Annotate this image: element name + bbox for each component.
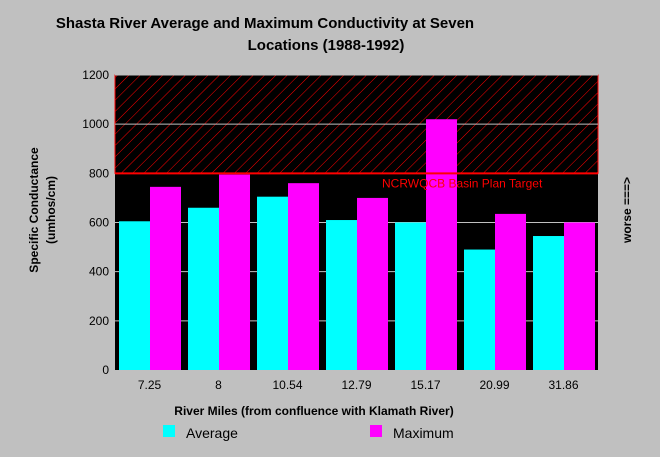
y-tick-label: 400 [89,265,109,279]
y-tick-label: 1000 [82,117,109,131]
legend-swatch-maximum [370,425,382,437]
bar-average-10.54 [257,196,288,370]
x-tick-label: 31.86 [548,378,578,392]
x-tick-label: 15.17 [410,378,440,392]
bar-average-12.79 [326,220,357,370]
x-axis-title: River Miles (from confluence with Klamat… [174,404,453,418]
right-axis-label: worse ===> [620,177,634,244]
x-tick-label: 20.99 [479,378,509,392]
bar-maximum-31.86 [564,222,595,370]
y-tick-label: 200 [89,314,109,328]
y-tick-label: 600 [89,216,109,230]
x-tick-label: 8 [215,378,222,392]
y-tick-label: 800 [89,166,109,180]
chart-title-line-2: Locations (1988-1992) [248,37,405,54]
legend-label-maximum: Maximum [393,425,454,441]
bar-maximum-12.79 [357,197,388,370]
bar-average-8 [188,207,219,370]
legend-label-average: Average [186,425,238,441]
x-tick-label: 12.79 [341,378,371,392]
bar-average-31.86 [533,236,564,370]
bar-maximum-20.99 [495,213,526,370]
bar-maximum-10.54 [288,183,319,370]
bar-average-7.25 [119,221,150,370]
bar-maximum-7.25 [150,186,181,370]
bar-average-20.99 [464,249,495,370]
target-label: NCRWQCB Basin Plan Target [382,176,543,190]
x-tick-label: 10.54 [272,378,302,392]
bar-average-15.17 [395,222,426,370]
bar-maximum-15.17 [426,119,457,370]
y-tick-label: 0 [102,363,109,377]
legend-swatch-average [163,425,175,437]
legend: Average Maximum [163,425,454,441]
y-axis-title-line-2: (umhos/cm) [44,176,58,244]
y-axis-title-line-1: Specific Conductance [27,147,41,273]
x-tick-label: 7.25 [138,378,162,392]
bar-maximum-8 [219,174,250,370]
chart-title-line-1: Shasta River Average and Maximum Conduct… [56,15,474,32]
y-tick-label: 1200 [82,68,109,82]
